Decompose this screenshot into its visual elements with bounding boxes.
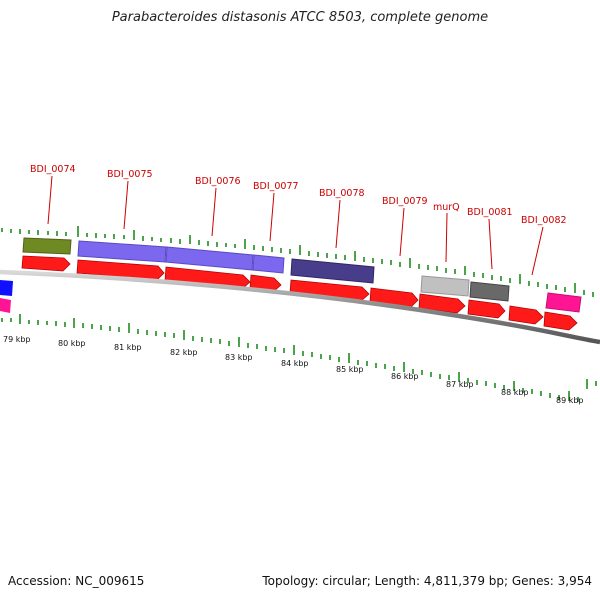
feature-bar-bdi-0074[interactable] [22, 237, 72, 255]
genome-title: Parabacteroides distasonis ATCC 8503, co… [111, 10, 489, 25]
scale-label: 81 kbp [114, 343, 142, 352]
genome-backbone [0, 269, 600, 345]
gene-label-bdi-0075[interactable]: BDI_0075 [107, 169, 153, 180]
gene-label-bdi-0081[interactable]: BDI_0081 [467, 207, 513, 218]
scale-labels: 79 kbp 80 kbp 81 kbp 82 kbp 83 kbp 84 kb… [3, 335, 584, 405]
gene-arrow-bdi-0082b[interactable] [543, 311, 578, 331]
scale-label: 87 kbp [446, 380, 474, 389]
gene-arrow-bdi-0075[interactable] [76, 259, 165, 281]
feature-bar-bdi-0077[interactable] [252, 254, 285, 274]
gene-arrow-bdi-0079[interactable] [369, 287, 419, 308]
lower-tick-row [1, 314, 597, 402]
genome-summary-text: Topology: circular; Length: 4,811,379 bp… [262, 574, 592, 588]
gene-arrow-murq[interactable] [418, 293, 466, 314]
gene-arrow-bdi-0074[interactable] [21, 255, 71, 272]
gene-arrows [21, 255, 578, 331]
gene-label-bdi-0079[interactable]: BDI_0079 [382, 196, 428, 207]
feature-bar-left-blue[interactable] [0, 280, 13, 296]
feature-bars [0, 237, 582, 313]
gene-labels: BDI_0074 BDI_0075 BDI_0076 BDI_0077 BDI_… [30, 164, 567, 226]
feature-bar-bdi-0076[interactable] [165, 246, 254, 271]
feature-bar-murq[interactable] [420, 275, 470, 297]
gene-label-bdi-0076[interactable]: BDI_0076 [195, 176, 241, 187]
scale-label: 79 kbp [3, 335, 31, 344]
scale-label: 80 kbp [58, 339, 86, 348]
feature-bar-bdi-0078[interactable] [290, 258, 375, 284]
gene-label-bdi-0082[interactable]: BDI_0082 [521, 215, 567, 226]
scale-label: 86 kbp [391, 372, 419, 381]
gene-label-bdi-0077[interactable]: BDI_0077 [253, 181, 299, 192]
gene-arrow-bdi-0076[interactable] [164, 266, 251, 290]
gene-arrow-bdi-0078[interactable] [289, 279, 370, 302]
feature-bar-bdi-0075[interactable] [77, 240, 167, 263]
scale-label: 84 kbp [281, 359, 309, 368]
gene-label-bdi-0078[interactable]: BDI_0078 [319, 188, 365, 199]
feature-bar-left-pink[interactable] [0, 298, 11, 313]
gene-label-bdi-0074[interactable]: BDI_0074 [30, 164, 76, 175]
accession-text: Accession: NC_009615 [8, 574, 145, 588]
upper-tick-row [1, 226, 594, 297]
scale-label: 83 kbp [225, 353, 253, 362]
label-leaders [47, 175, 544, 276]
scale-label: 89 kbp [556, 396, 584, 405]
gene-arrow-bdi-0082a[interactable] [508, 305, 544, 325]
scale-label: 82 kbp [170, 348, 198, 357]
scale-label: 88 kbp [501, 388, 529, 397]
scale-label: 85 kbp [336, 365, 364, 374]
feature-bar-bdi-0082[interactable] [545, 292, 582, 313]
gene-arrow-bdi-0081[interactable] [467, 299, 506, 319]
feature-bar-bdi-0081[interactable] [469, 281, 510, 302]
gene-label-murq[interactable]: murQ [433, 202, 460, 213]
